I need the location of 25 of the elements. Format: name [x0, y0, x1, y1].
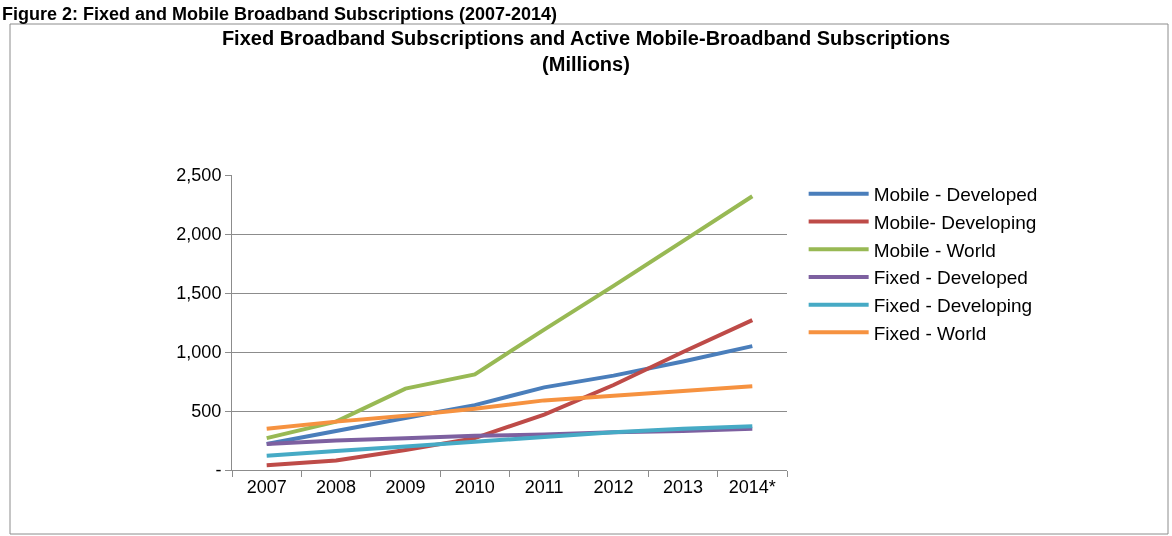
legend-label: Mobile - World: [873, 239, 996, 261]
y-tick-label: 2,500: [176, 165, 222, 186]
caption: Figure 2: Fixed and Mobile Broadband Subscriptions (2007-2014): [2, 4, 558, 24]
legend-label: Fixed - Developing: [873, 295, 1033, 317]
x-tick-label: 2010: [454, 476, 495, 497]
x-tick-label: 2012: [593, 476, 634, 497]
legend-label: Mobile- Developing: [873, 211, 1037, 233]
legend-label: Fixed - World: [873, 322, 987, 344]
chart-title: Fixed Broadband Subscriptions and Active Mobile-Broadband Subscriptions (Millions): [221, 27, 951, 75]
x-tick-label: 2008: [316, 476, 357, 497]
line-series: [264, 424, 755, 458]
y-tick-label: -: [215, 460, 222, 481]
y-tick-label: 2,000: [176, 224, 222, 245]
legend-label: Fixed - Developed: [873, 267, 1028, 289]
x-tick-label: 2014*: [728, 476, 776, 497]
legend-label: Mobile - Developed: [873, 184, 1038, 206]
line-series: [264, 194, 755, 441]
x-tick-label: 2009: [385, 476, 426, 497]
x-tick-label: 2011: [524, 476, 564, 497]
x-tick-label: 2013: [662, 476, 703, 497]
y-tick-label: 1,500: [176, 283, 222, 304]
x-tick-label: 2007: [246, 476, 287, 497]
line-series: [264, 384, 755, 431]
y-tick-label: 500: [191, 401, 222, 422]
y-tick-label: 1,000: [176, 342, 222, 363]
